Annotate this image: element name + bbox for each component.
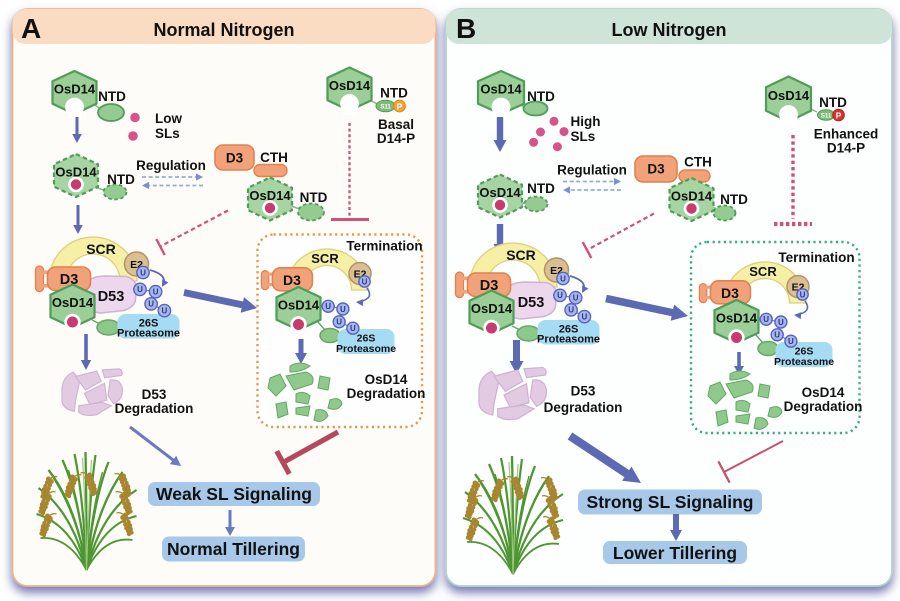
svg-text:Degradation: Degradation [544, 400, 623, 415]
svg-text:U: U [763, 315, 769, 324]
svg-text:OsD14: OsD14 [365, 372, 408, 387]
svg-text:P: P [397, 102, 403, 112]
svg-text:S11: S11 [821, 114, 832, 120]
svg-text:B: B [456, 13, 476, 44]
svg-text:26S: 26S [357, 332, 376, 344]
svg-text:U: U [778, 318, 784, 327]
svg-text:U: U [362, 277, 368, 286]
svg-text:Degradation: Degradation [347, 386, 426, 401]
svg-text:SLs: SLs [155, 126, 180, 141]
svg-text:Degradation: Degradation [784, 399, 863, 414]
svg-text:Enhanced: Enhanced [814, 127, 879, 142]
svg-text:Termination: Termination [778, 250, 854, 265]
svg-text:Proteasome: Proteasome [774, 356, 834, 368]
svg-text:OsD14: OsD14 [54, 82, 96, 97]
svg-text:Low Nitrogen: Low Nitrogen [612, 20, 727, 40]
svg-text:Low: Low [155, 111, 182, 126]
svg-text:OsD14: OsD14 [802, 385, 845, 400]
svg-text:OsD14: OsD14 [52, 295, 94, 310]
svg-text:U: U [568, 306, 574, 315]
svg-text:A: A [21, 13, 41, 44]
svg-text:CTH: CTH [260, 150, 288, 165]
svg-text:SLs: SLs [571, 129, 596, 144]
svg-text:Strong SL Signaling: Strong SL Signaling [587, 492, 754, 512]
svg-text:U: U [140, 268, 146, 277]
svg-text:NTD: NTD [819, 95, 847, 110]
svg-text:Proteasome: Proteasome [117, 328, 180, 340]
svg-text:U: U [788, 337, 794, 346]
svg-text:OsD14: OsD14 [716, 311, 758, 326]
svg-text:U: U [774, 331, 780, 340]
svg-text:NTD: NTD [300, 190, 328, 205]
svg-text:SCR: SCR [749, 264, 777, 279]
svg-text:U: U [560, 274, 566, 283]
svg-text:D53: D53 [571, 384, 596, 399]
svg-text:NTD: NTD [720, 192, 748, 207]
svg-text:Lower Tillering: Lower Tillering [613, 543, 737, 563]
svg-text:Basal: Basal [378, 117, 414, 132]
svg-text:NTD: NTD [380, 86, 408, 101]
svg-text:D3: D3 [480, 278, 499, 294]
svg-text:OsD14: OsD14 [249, 188, 291, 203]
svg-text:Weak SL Signaling: Weak SL Signaling [156, 484, 312, 504]
svg-text:OsD14: OsD14 [471, 301, 513, 316]
svg-text:U: U [137, 285, 143, 294]
svg-text:Regulation: Regulation [557, 163, 627, 178]
svg-text:U: U [350, 324, 356, 333]
svg-text:D3: D3 [226, 151, 244, 166]
svg-text:SCR: SCR [506, 247, 536, 263]
svg-text:U: U [148, 300, 154, 309]
svg-text:S11: S11 [380, 105, 391, 111]
svg-text:26S: 26S [139, 317, 159, 329]
svg-text:High: High [571, 114, 601, 129]
svg-text:OsD14: OsD14 [479, 185, 521, 200]
svg-text:U: U [557, 291, 563, 300]
svg-text:D3: D3 [721, 285, 739, 301]
svg-text:OsD14: OsD14 [55, 165, 97, 180]
svg-text:OsD14: OsD14 [768, 88, 810, 103]
svg-text:U: U [582, 312, 588, 321]
svg-text:OsD14: OsD14 [480, 82, 522, 97]
svg-text:26S: 26S [795, 345, 814, 357]
svg-text:U: U [340, 305, 346, 314]
svg-text:SCR: SCR [311, 251, 339, 266]
svg-text:Normal Nitrogen: Normal Nitrogen [153, 20, 294, 40]
svg-text:U: U [162, 306, 168, 315]
svg-text:U: U [573, 294, 579, 303]
svg-text:Proteasome: Proteasome [336, 343, 396, 355]
svg-text:SCR: SCR [86, 241, 116, 257]
svg-text:U: U [800, 290, 806, 299]
svg-text:D3: D3 [647, 162, 665, 177]
svg-text:NTD: NTD [527, 181, 555, 196]
svg-text:D14-P: D14-P [377, 131, 415, 146]
svg-text:CTH: CTH [684, 155, 712, 170]
svg-text:Degradation: Degradation [115, 401, 194, 416]
svg-text:NTD: NTD [98, 89, 126, 104]
svg-text:D53: D53 [518, 295, 545, 311]
svg-text:OsD14: OsD14 [278, 298, 320, 313]
svg-text:Regulation: Regulation [136, 158, 206, 173]
svg-text:U: U [153, 288, 159, 297]
svg-text:D3: D3 [283, 272, 301, 288]
svg-text:P: P [836, 111, 842, 121]
svg-text:OsD14: OsD14 [329, 78, 371, 93]
svg-text:26S: 26S [559, 323, 579, 335]
svg-text:Termination: Termination [346, 239, 422, 254]
svg-text:OsD14: OsD14 [671, 189, 713, 204]
svg-text:D53: D53 [142, 387, 167, 402]
svg-text:D14-P: D14-P [827, 141, 865, 156]
svg-text:Normal Tillering: Normal Tillering [167, 539, 300, 559]
svg-text:Proteasome: Proteasome [537, 334, 600, 346]
svg-text:NTD: NTD [527, 89, 555, 104]
svg-text:U: U [325, 302, 331, 311]
svg-text:NTD: NTD [107, 172, 135, 187]
svg-text:U: U [336, 318, 342, 327]
svg-text:D53: D53 [98, 289, 125, 305]
